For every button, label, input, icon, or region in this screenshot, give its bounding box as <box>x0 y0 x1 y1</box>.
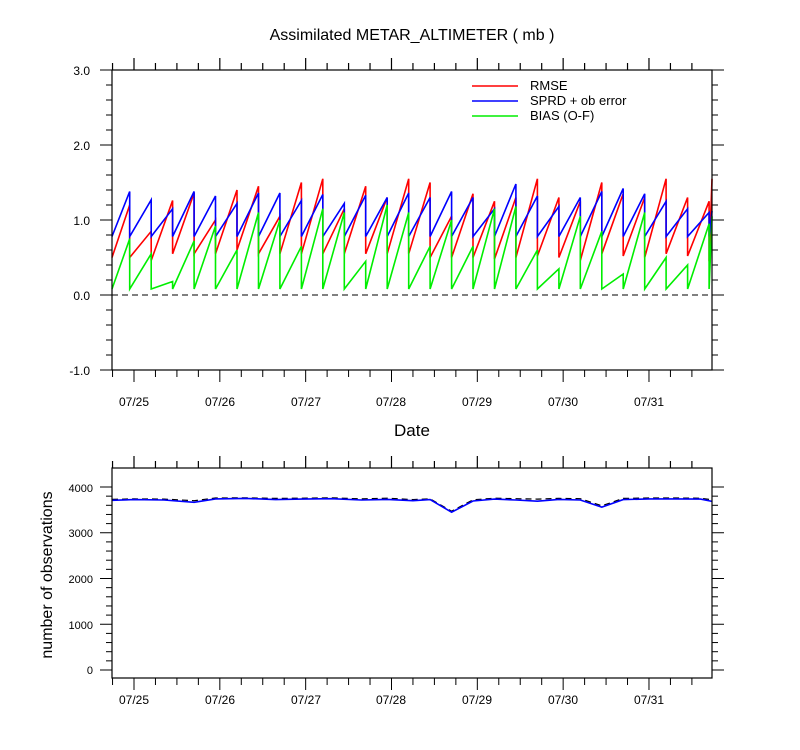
y-tick-label: 1000 <box>69 620 93 632</box>
top-y-tick-labels: 3.0 2.0 1.0 0.0 -1.0 <box>69 64 90 378</box>
x-tick-label: 07/31 <box>634 693 664 707</box>
y-tick-label: 1.0 <box>73 214 90 228</box>
legend-label-rmse: RMSE <box>530 78 568 93</box>
x-tick-label: 07/28 <box>376 395 406 409</box>
bottom-y-tick-labels: 4000 3000 2000 1000 0 <box>69 483 93 677</box>
top-x-tick-labels: 07/25 07/26 07/27 07/28 07/29 07/30 07/3… <box>119 395 664 409</box>
x-tick-label: 07/26 <box>205 395 235 409</box>
x-tick-label: 07/30 <box>548 693 578 707</box>
x-tick-label: 07/27 <box>291 395 321 409</box>
bottom-plot-area <box>100 456 724 690</box>
x-tick-label: 07/29 <box>462 395 492 409</box>
chart-title: Assimilated METAR_ALTIMETER ( mb ) <box>270 27 555 44</box>
y-tick-label: 4000 <box>69 483 93 495</box>
bottom-plot-frame <box>111 467 713 679</box>
legend-label-sprd: SPRD + ob error <box>530 93 627 108</box>
x-tick-label: 07/31 <box>634 395 664 409</box>
y-tick-label: 3000 <box>69 528 93 540</box>
y-tick-label: 2.0 <box>73 139 90 153</box>
series-line-sprd-ob-error <box>111 183 713 240</box>
y-tick-label: 0 <box>87 665 93 677</box>
x-tick-label: 07/25 <box>119 395 149 409</box>
x-tick-label: 07/30 <box>548 395 578 409</box>
x-tick-label: 07/29 <box>462 693 492 707</box>
y-tick-label: 2000 <box>69 574 93 586</box>
x-tick-label: 07/27 <box>291 693 321 707</box>
x-tick-label: 07/26 <box>205 693 235 707</box>
y-tick-label: 3.0 <box>73 64 90 78</box>
x-axis-label: Date <box>394 421 430 440</box>
legend: RMSE SPRD + ob error BIAS (O-F) <box>472 78 627 123</box>
bottom-x-tick-labels: 07/25 07/26 07/27 07/28 07/29 07/30 07/3… <box>119 693 664 707</box>
y-axis-label: number of observations <box>39 491 56 658</box>
obs-line-assimilated <box>111 497 713 514</box>
top-chart: Assimilated METAR_ALTIMETER ( mb ) 3.0 2… <box>69 27 724 440</box>
y-tick-label: -1.0 <box>69 364 90 378</box>
series-line-bias-o-f <box>111 204 713 292</box>
legend-label-bias: BIAS (O-F) <box>530 108 594 123</box>
y-tick-label: 0.0 <box>73 289 90 303</box>
top-plot-frame <box>111 69 713 371</box>
bottom-chart: 4000 3000 2000 1000 0 07/25 07/26 07/27 … <box>39 456 724 707</box>
x-tick-label: 07/25 <box>119 693 149 707</box>
x-tick-label: 07/28 <box>376 693 406 707</box>
top-plot-area <box>100 58 724 382</box>
